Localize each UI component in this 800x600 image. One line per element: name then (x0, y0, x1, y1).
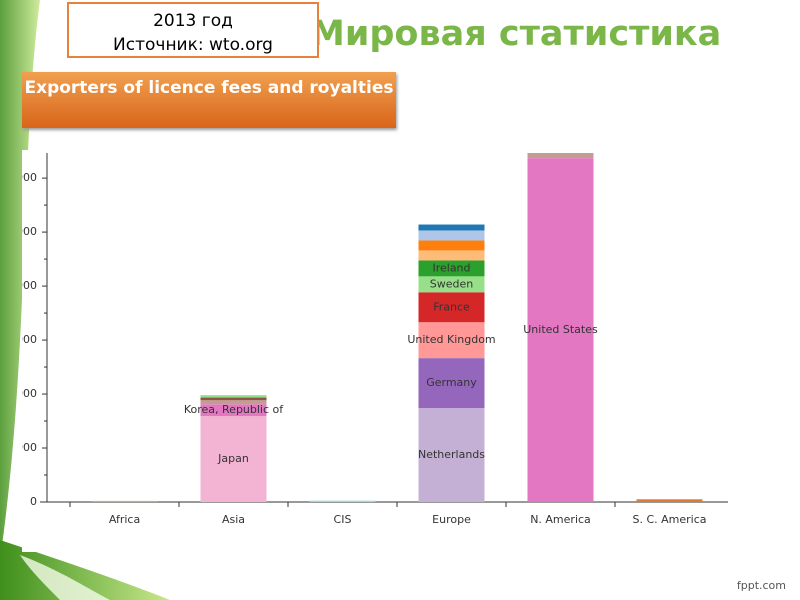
x-tick-label: Europe (432, 513, 471, 526)
x-tick-label: CIS (334, 513, 352, 526)
segment-label: France (433, 300, 470, 313)
y-tick-label: 40000 (2, 387, 37, 400)
bar-segment (418, 358, 485, 409)
bar-segment (200, 397, 267, 401)
segment-label: Japan (217, 452, 249, 465)
y-tick-label: 100000 (0, 225, 37, 238)
slide-title: Мировая статистика (310, 14, 722, 54)
x-tick-label: N. America (530, 513, 591, 526)
x-tick-label: S. C. America (632, 513, 706, 526)
bar-segment (418, 240, 485, 251)
bar-segment (91, 500, 158, 502)
chart-banner: Exporters of licence fees and royalties (22, 72, 396, 128)
segment-label: Netherlands (418, 448, 485, 461)
bar-segment (418, 276, 485, 293)
bar-segment (527, 158, 594, 502)
bar-segment (418, 250, 485, 261)
segment-label: Ireland (432, 261, 470, 274)
y-tick-label: 120000 (0, 171, 37, 184)
segment-label: United Kingdom (407, 333, 495, 346)
bar-segment (309, 500, 376, 502)
bar-segment (418, 230, 485, 241)
y-tick-label: 20000 (2, 441, 37, 454)
x-tick-label: Asia (222, 513, 245, 526)
x-tick-label: Africa (109, 513, 140, 526)
info-line: Источник: wto.org (113, 35, 273, 55)
footer: fppt.com (736, 579, 786, 592)
info-box: 2013 год Источник: wto.org (67, 2, 319, 58)
bar-segment (200, 416, 267, 502)
bar-segment (200, 404, 267, 417)
bar-segment (200, 395, 267, 398)
bar-segment (418, 224, 485, 231)
segment-label: Korea, Republic of (184, 403, 284, 416)
bar-segment (418, 322, 485, 359)
segment-label: Sweden (430, 277, 473, 290)
bar-segment (527, 153, 594, 159)
bar-segment (418, 408, 485, 502)
y-tick-label: 80000 (2, 279, 37, 292)
segment-label: United States (523, 323, 598, 336)
bar-segment (200, 400, 267, 405)
bar-segment (418, 260, 485, 277)
segment-label: Germany (426, 376, 477, 389)
bar-segment (418, 292, 485, 323)
info-line: 2013 год (153, 11, 233, 31)
y-tick-label: 0 (30, 495, 37, 508)
y-tick-label: 60000 (2, 333, 37, 346)
bar-segment (636, 499, 703, 502)
